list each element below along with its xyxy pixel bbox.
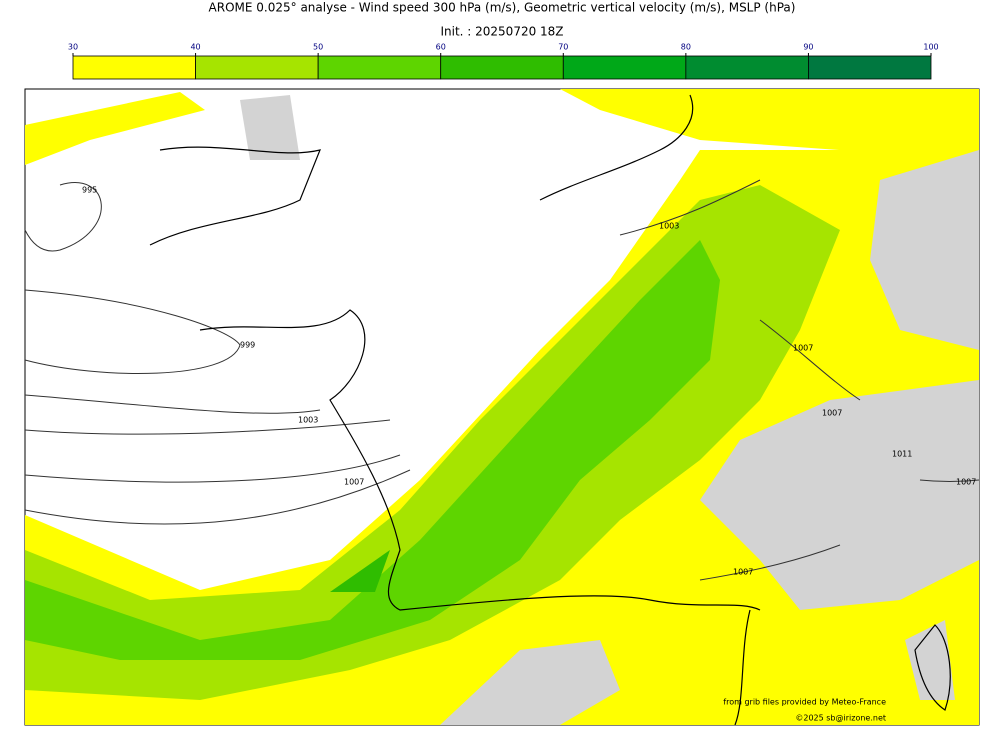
title: AROME 0.025° analyse - Wind speed 300 hP… [209,1,796,15]
colorbar-segment [72,55,196,80]
contour-label: 1011 [892,450,912,459]
colorbar-segment [685,55,809,80]
colorbar-tick-label: 90 [803,43,813,52]
credit: from grib files provided by Meteo-France [723,698,886,707]
contour-label: 1007 [822,409,842,418]
contour-label: 1003 [659,222,679,231]
colorbar-segment [562,55,687,80]
credit: ©2025 sb@irizone.net [795,714,886,723]
contour-label: 1007 [733,568,753,577]
colorbar-tick-label: 30 [68,43,78,52]
contour-label: 995 [82,186,97,195]
contour-label: 1003 [298,416,318,425]
contour-label: 999 [240,341,255,350]
contour-label: 1007 [793,344,813,353]
colorbar-segment [440,55,564,80]
colorbar-tick-label: 80 [681,43,691,52]
isobars [24,179,980,581]
wind-band [560,89,979,160]
vertical-velocity-areas [240,95,979,725]
colorbar-segment [195,55,319,80]
colorbar-tick-label: 100 [923,43,938,52]
colorbar-segment [808,55,932,80]
coastlines [149,94,951,726]
colorbar-segment [317,55,442,80]
contour-label: 1007 [344,478,364,487]
colorbar-tick-label: 60 [436,43,446,52]
colorbar-tick-label: 50 [313,43,323,52]
contour-label: 1007 [956,478,976,487]
subtitle: Init. : 20250720 18Z [440,25,563,39]
colorbar: 30 40 50 60 70 80 90 100 [68,43,939,80]
wind-band [330,550,390,592]
map: 995 999 1003 1007 1003 1007 1007 1007 10… [24,88,980,726]
colorbar-tick-label: 70 [558,43,568,52]
wind-band [25,240,720,660]
wind-band [25,92,205,165]
colorbar-tick-label: 40 [190,43,200,52]
